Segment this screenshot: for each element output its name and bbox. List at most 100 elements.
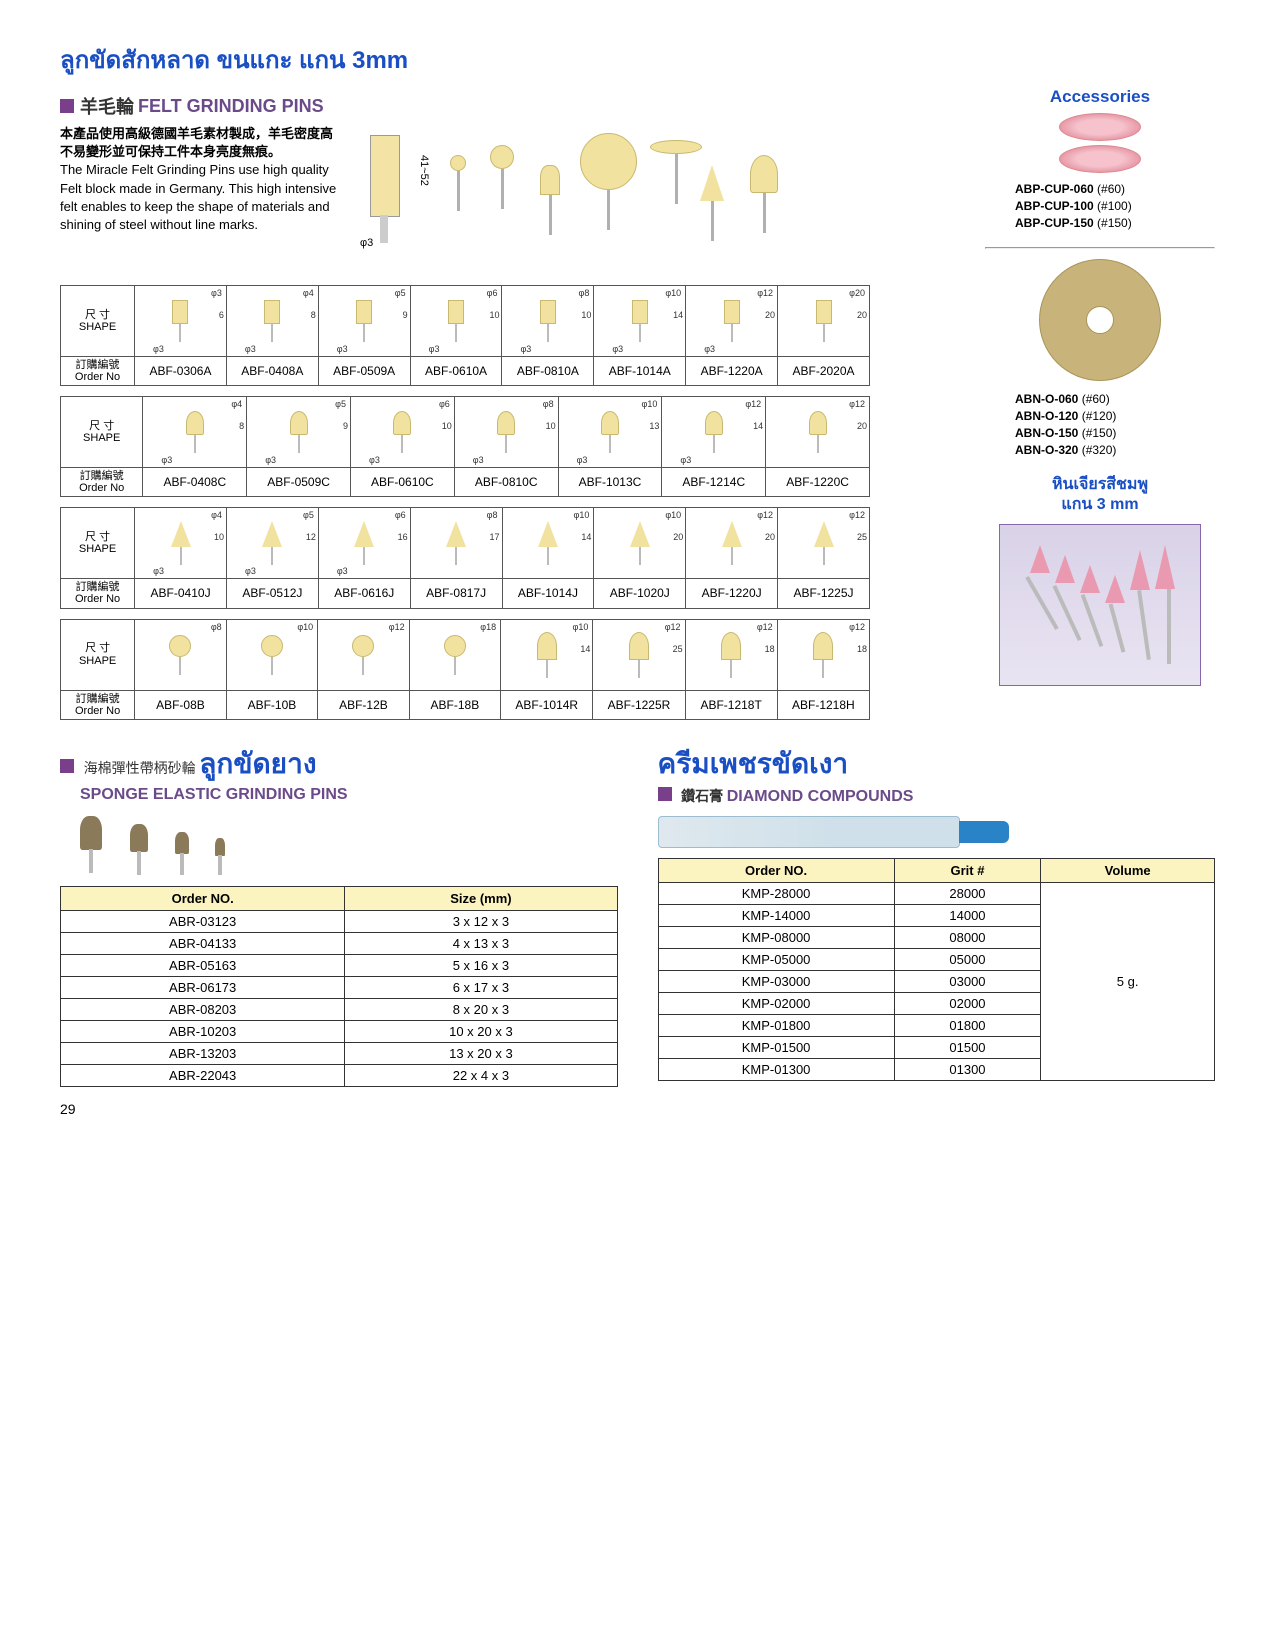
table-cell: 6 x 17 x 3: [345, 976, 617, 998]
shape-cell: φ2020: [778, 286, 870, 357]
sponge-data-table: Order NO.Size (mm)ABR-031233 x 12 x 3ABR…: [60, 886, 618, 1087]
table-row: ABR-051635 x 16 x 3: [61, 954, 618, 976]
order-number-cell: ABF-1014A: [594, 357, 686, 386]
felt-desc-cn: 本產品使用高級德國羊毛素材製成，羊毛密度高不易變形並可保持工件本身亮度無痕。: [60, 125, 340, 161]
order-number-cell: ABF-1020J: [594, 579, 686, 608]
pink-stones-photo: [999, 524, 1201, 686]
table-header: Grit #: [894, 858, 1041, 882]
accessory-code: ABN-O-060 (#60): [1015, 391, 1215, 408]
shape-cell: φ610φ3: [350, 397, 454, 468]
table-row: ABR-2204322 x 4 x 3: [61, 1064, 618, 1086]
order-number-cell: ABF-1220J: [686, 579, 778, 608]
shape-cell: φ8: [135, 619, 226, 690]
order-number-cell: ABF-1214C: [662, 468, 766, 497]
dim-shank-label: φ3: [360, 237, 373, 249]
order-number-cell: ABF-1218T: [685, 690, 777, 719]
sponge-section: 海棉彈性帶柄砂輪 ลูกขัดยาง SPONGE ELASTIC GRINDI…: [60, 742, 618, 1087]
felt-spec-table: 尺 寸SHAPEφ36φ3φ48φ3φ59φ3φ610φ3φ810φ3φ1014…: [60, 285, 870, 386]
row-label-order: 訂購編號Order No: [61, 357, 135, 386]
table-cell: ABR-10203: [61, 1020, 345, 1042]
shape-cell: φ10: [226, 619, 317, 690]
order-number-cell: ABF-0610A: [410, 357, 502, 386]
table-cell: 08000: [894, 926, 1041, 948]
tan-ring-icon: [1039, 259, 1161, 381]
volume-cell: 5 g.: [1041, 882, 1215, 1080]
shape-cell: φ1220: [686, 508, 778, 579]
shape-cell: φ1225: [778, 508, 870, 579]
shape-cell: φ1013φ3: [558, 397, 662, 468]
diamond-title-thai: ครีมเพชรขัดเงา: [658, 748, 849, 779]
table-cell: ABR-05163: [61, 954, 345, 976]
accessory-code: ABN-O-320 (#320): [1015, 442, 1215, 459]
sponge-pins-photo: [60, 810, 618, 880]
table-cell: 14000: [894, 904, 1041, 926]
order-number-cell: ABF-18B: [409, 690, 500, 719]
order-number-cell: ABF-0306A: [135, 357, 227, 386]
bullet-square-icon: [60, 759, 74, 773]
table-cell: 22 x 4 x 3: [345, 1064, 617, 1086]
order-number-cell: ABF-1225J: [778, 579, 870, 608]
order-number-cell: ABF-1013C: [558, 468, 662, 497]
table-cell: KMP-05000: [658, 948, 894, 970]
table-cell: 3 x 12 x 3: [345, 910, 617, 932]
order-number-cell: ABF-0810A: [502, 357, 594, 386]
diamond-title-en: DIAMOND COMPOUNDS: [727, 788, 914, 805]
table-cell: ABR-06173: [61, 976, 345, 998]
order-number-cell: ABF-0509A: [318, 357, 410, 386]
row-label-shape: 尺 寸SHAPE: [61, 619, 135, 690]
table-cell: 13 x 20 x 3: [345, 1042, 617, 1064]
order-number-cell: ABF-1220A: [686, 357, 778, 386]
shape-cell: φ48φ3: [226, 286, 318, 357]
table-cell: 28000: [894, 882, 1041, 904]
order-number-cell: ABF-0512J: [226, 579, 318, 608]
page-title: ลูกขัดสักหลาด ขนแกะ แกน 3mm: [60, 40, 1215, 79]
order-number-cell: ABF-0810C: [454, 468, 558, 497]
shape-cell: φ512φ3: [226, 508, 318, 579]
pink-title-1: หินเจียรสีชมพู: [985, 475, 1215, 496]
shape-cell: φ1020: [594, 508, 686, 579]
table-cell: 02000: [894, 992, 1041, 1014]
table-cell: KMP-03000: [658, 970, 894, 992]
felt-pins-photo: [440, 125, 800, 275]
order-number-cell: ABF-1218H: [777, 690, 869, 719]
order-number-cell: ABF-2020A: [778, 357, 870, 386]
felt-desc-en: The Miracle Felt Grinding Pins use high …: [60, 161, 340, 234]
bullet-square-icon: [658, 787, 672, 801]
order-number-cell: ABF-1014J: [502, 579, 594, 608]
table-cell: ABR-08203: [61, 998, 345, 1020]
shape-cell: φ817: [410, 508, 502, 579]
accessory-code: ABP-CUP-150 (#150): [1015, 215, 1215, 232]
order-number-cell: ABF-12B: [318, 690, 409, 719]
pink-stone-block: หินเจียรสีชมพู แกน 3 mm: [985, 475, 1215, 687]
accessory-code: ABP-CUP-060 (#60): [1015, 181, 1215, 198]
table-row: KMP-28000280005 g.: [658, 882, 1215, 904]
table-row: ABR-061736 x 17 x 3: [61, 976, 618, 998]
page-number: 29: [60, 1101, 1215, 1117]
accessory-code: ABN-O-150 (#150): [1015, 425, 1215, 442]
table-cell: KMP-01300: [658, 1058, 894, 1080]
order-number-cell: ABF-0616J: [318, 579, 410, 608]
table-cell: 03000: [894, 970, 1041, 992]
shape-cell: φ1014: [501, 619, 593, 690]
felt-spec-table: 尺 寸SHAPEφ410φ3φ512φ3φ616φ3φ817φ1014φ1020…: [60, 507, 870, 608]
table-cell: ABR-13203: [61, 1042, 345, 1064]
table-cell: ABR-22043: [61, 1064, 345, 1086]
row-label-order: 訂購編號Order No: [61, 690, 135, 719]
row-label-order: 訂購編號Order No: [61, 579, 135, 608]
accessory-code: ABN-O-120 (#120): [1015, 408, 1215, 425]
table-row: ABR-1020310 x 20 x 3: [61, 1020, 618, 1042]
shape-cell: φ1218: [685, 619, 777, 690]
order-number-cell: ABF-0817J: [410, 579, 502, 608]
table-cell: 10 x 20 x 3: [345, 1020, 617, 1042]
table-cell: KMP-02000: [658, 992, 894, 1014]
shape-cell: φ1220: [766, 397, 870, 468]
order-number-cell: ABF-0408A: [226, 357, 318, 386]
shape-cell: φ610φ3: [410, 286, 502, 357]
ring-codes-list: ABN-O-060 (#60)ABN-O-120 (#120)ABN-O-150…: [1015, 391, 1215, 458]
table-cell: KMP-01500: [658, 1036, 894, 1058]
table-header: Order NO.: [658, 858, 894, 882]
row-label-shape: 尺 寸SHAPE: [61, 397, 143, 468]
felt-title-cn: 羊毛輪: [80, 93, 134, 119]
row-label-shape: 尺 寸SHAPE: [61, 286, 135, 357]
pink-cup-icon: [1059, 145, 1141, 173]
